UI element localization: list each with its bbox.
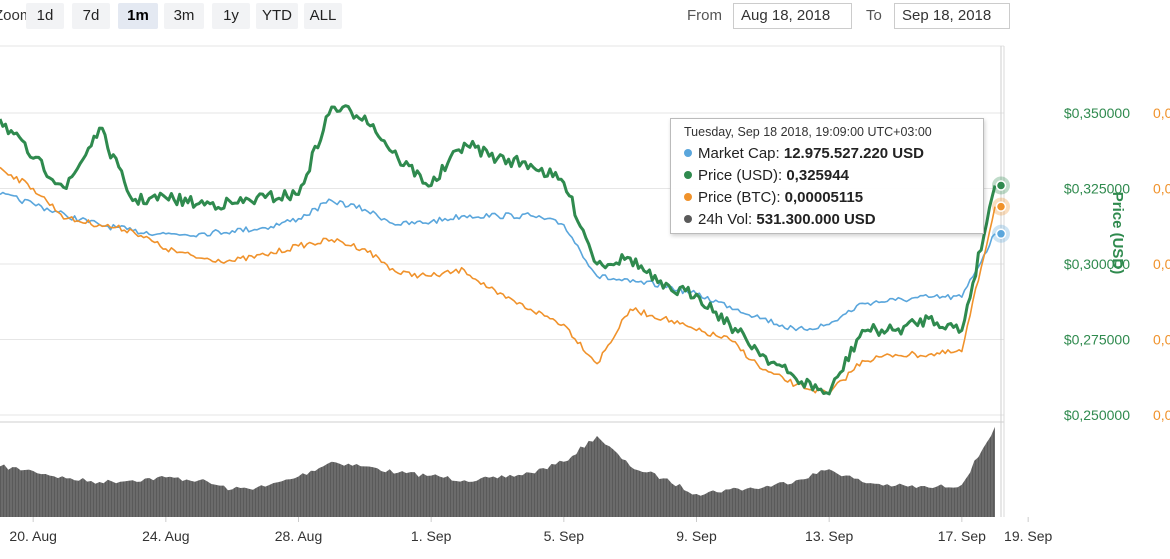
zoom-3m-button[interactable]: 3m [164,3,204,29]
tooltip: Tuesday, Sep 18 2018, 19:09:00 UTC+03:00… [670,118,984,234]
tooltip-row-price-usd: Price (USD): 0,325944 [684,167,849,184]
x-tick-label: 20. Aug [9,528,57,544]
zoom-1m-button[interactable]: 1m [118,3,158,29]
zoom-7d-button[interactable]: 7d [72,3,110,29]
tooltip-value: 531.300.000 USD [756,211,876,228]
tooltip-value: 12.975.527.220 USD [783,145,924,162]
hover-point [995,228,1007,240]
tooltip-label: Price (BTC): [698,189,781,206]
to-label: To [866,7,882,24]
y-tick-label: $0,250000 [1064,407,1130,423]
y-tick-label: $0,325000 [1064,181,1130,197]
x-tick-label: 28. Aug [275,528,323,544]
tooltip-row-volume: 24h Vol: 531.300.000 USD [684,211,876,228]
y-tick-label: $0,350000 [1064,105,1130,121]
price-btc-dot [684,193,692,201]
y-tick-label: $0,300000 [1064,256,1130,272]
volume-bars [0,425,999,517]
market-cap-line [0,191,996,332]
axes: $0,350000 $0,325000 $0,300000 $0,275000 $0,2… [9,105,1170,544]
tooltip-value: 0,325944 [786,167,849,184]
toolbar: Zoom 1d 7d 1m 3m 1y YTD ALL From Aug 18,… [0,0,1170,34]
grid-lines [0,45,1005,517]
btc-tick-label: 0,0 [1153,105,1170,121]
tooltip-label: 24h Vol: [698,211,753,228]
x-tick-label: 17. Sep [938,528,986,544]
price-usd-line [0,104,997,396]
y-axis-title: Price (USD) [1109,192,1126,275]
series-lines [0,104,997,396]
volume-dot [684,215,692,223]
x-tick-label: 1. Sep [411,528,452,544]
tooltip-title: Tuesday, Sep 18 2018, 19:09:00 UTC+03:00 [684,125,932,139]
btc-tick-label: 0,0 [1153,407,1170,423]
btc-tick-label: 0,0 [1153,256,1170,272]
zoom-1d-button[interactable]: 1d [26,3,64,29]
volume-area [0,426,995,517]
price-usd-dot [684,171,692,179]
x-tick-label: 9. Sep [676,528,717,544]
zoom-label: Zoom [0,7,33,24]
tooltip-row-market-cap: Market Cap: 12.975.527.220 USD [684,145,924,162]
btc-tick-label: 0,0 [1153,181,1170,197]
zoom-1y-button[interactable]: 1y [212,3,250,29]
tooltip-row-price-btc: Price (BTC): 0,00005115 [684,189,863,206]
y-tick-label: $0,275000 [1064,332,1130,348]
tooltip-label: Market Cap: [698,145,780,162]
hover-point [995,180,1007,191]
x-tick-label: 24. Aug [142,528,190,544]
tooltip-value: 0,00005115 [784,189,864,206]
tooltip-label: Price (USD): [698,167,783,184]
x-tick-label: 5. Sep [544,528,585,544]
x-tick-label: 19. Sep [1004,528,1052,544]
x-tick-label: 13. Sep [805,528,853,544]
hover-markers [992,46,1010,517]
hover-point [995,201,1007,212]
from-date-input[interactable]: Aug 18, 2018 [733,3,852,29]
zoom-ytd-button[interactable]: YTD [256,3,298,29]
from-label: From [687,7,722,24]
btc-tick-label: 0,0 [1153,332,1170,348]
zoom-all-button[interactable]: ALL [304,3,342,29]
market-cap-dot [684,149,692,157]
to-date-input[interactable]: Sep 18, 2018 [894,3,1010,29]
